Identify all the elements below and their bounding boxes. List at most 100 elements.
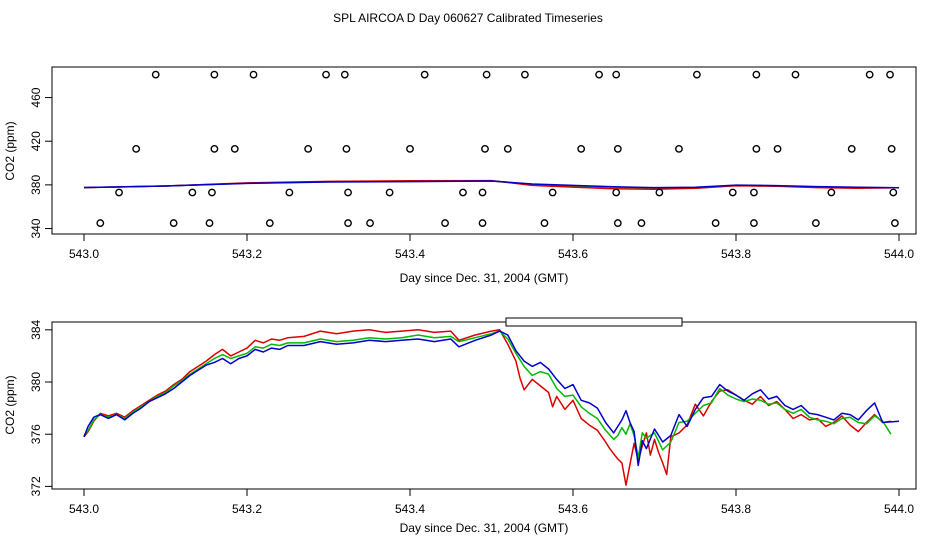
x-tick-label: 543.2 xyxy=(232,502,262,516)
calibration-point xyxy=(886,70,894,79)
calibration-point xyxy=(612,188,621,197)
bottom-x-axis-label: Day since Dec. 31, 2004 (GMT) xyxy=(400,521,569,535)
series-line xyxy=(83,180,900,189)
calibration-point xyxy=(811,219,820,227)
calibration-point xyxy=(613,219,622,227)
calibration-point xyxy=(169,219,178,227)
x-tick-label: 543.2 xyxy=(232,247,262,261)
bottom-series-group xyxy=(83,329,900,486)
calibration-point xyxy=(750,219,758,227)
bottom-y-axis-label: CO2 (ppm) xyxy=(3,375,17,434)
bottom-plot-frame xyxy=(51,321,917,490)
calibration-point xyxy=(115,188,123,197)
calibration-point xyxy=(459,188,467,197)
top-plot-frame xyxy=(51,66,917,235)
y-tick-label: 420 xyxy=(29,131,43,151)
y-tick-label: 376 xyxy=(29,424,43,444)
calibration-point xyxy=(344,219,352,227)
bottom-x-axis: 543.0 543.2 543.4 543.6 543.8 544.0 xyxy=(69,489,914,516)
calibration-point xyxy=(188,188,197,197)
calibration-point xyxy=(406,144,414,153)
calibration-point xyxy=(613,144,622,153)
calibration-point xyxy=(205,219,214,227)
calibration-point xyxy=(285,188,294,197)
x-tick-label: 543.8 xyxy=(721,502,751,516)
calibration-point xyxy=(891,219,899,227)
calibration-point xyxy=(711,219,720,227)
calibration-point xyxy=(612,70,621,79)
calibration-point xyxy=(655,188,664,197)
series-line xyxy=(83,330,900,467)
calibration-point xyxy=(481,144,489,153)
y-tick-label: 380 xyxy=(29,175,43,195)
x-tick-label: 544.0 xyxy=(884,247,914,261)
calibration-point xyxy=(503,144,512,153)
calibration-point xyxy=(249,70,258,79)
calibration-point xyxy=(887,144,896,153)
calibration-point xyxy=(675,144,683,153)
calibration-point xyxy=(595,70,603,79)
calibration-point xyxy=(482,70,491,79)
calibration-point xyxy=(478,188,487,197)
calibration-point xyxy=(441,219,449,227)
calibration-point xyxy=(344,188,352,197)
calibration-point xyxy=(540,219,549,227)
y-tick-label: 460 xyxy=(29,87,43,107)
calibration-point xyxy=(342,144,351,153)
calibration-point xyxy=(132,144,141,153)
series-line xyxy=(83,329,892,486)
x-tick-label: 543.6 xyxy=(558,247,588,261)
top-x-axis-label: Day since Dec. 31, 2004 (GMT) xyxy=(400,271,569,285)
y-tick-label: 384 xyxy=(29,319,43,339)
calibration-point xyxy=(151,70,160,79)
calibration-point xyxy=(637,219,646,227)
calibration-point xyxy=(340,70,349,79)
top-y-axis-label: CO2 (ppm) xyxy=(3,121,17,180)
top-calibration-points xyxy=(96,70,899,227)
x-tick-label: 543.4 xyxy=(395,502,425,516)
calibration-point xyxy=(96,219,105,227)
calibration-point xyxy=(366,219,374,227)
bottom-y-axis: 372 376 380 384 xyxy=(29,319,52,496)
y-tick-label: 380 xyxy=(29,372,43,392)
calibration-point xyxy=(385,188,394,197)
calibration-point xyxy=(577,144,586,153)
calibration-point xyxy=(420,70,429,79)
x-tick-label: 543.6 xyxy=(558,502,588,516)
chart-title: SPL AIRCOA D Day 060627 Calibrated Times… xyxy=(333,11,603,25)
top-series-group xyxy=(83,179,900,190)
legend-box xyxy=(505,317,683,327)
calibration-point xyxy=(478,219,487,227)
y-tick-label: 372 xyxy=(29,476,43,496)
calibration-point xyxy=(304,144,313,153)
calibration-point xyxy=(865,70,874,79)
calibration-point xyxy=(322,70,330,79)
x-tick-label: 543.4 xyxy=(395,247,425,261)
x-tick-label: 543.0 xyxy=(69,502,99,516)
x-tick-label: 543.0 xyxy=(69,247,99,261)
top-x-axis: 543.0 543.2 543.4 543.6 543.8 544.0 xyxy=(69,234,914,261)
calibration-point xyxy=(752,144,761,153)
calibration-point xyxy=(692,70,701,79)
calibration-point xyxy=(208,188,216,197)
series-line xyxy=(83,330,892,459)
top-y-axis: 340 380 420 460 xyxy=(29,87,52,239)
x-tick-label: 543.8 xyxy=(721,247,751,261)
calibration-point xyxy=(548,188,557,197)
calibration-point xyxy=(752,70,761,79)
calibration-point xyxy=(728,188,737,197)
calibration-point xyxy=(210,70,219,79)
calibration-point xyxy=(521,70,529,79)
calibration-point xyxy=(230,144,239,153)
calibration-point xyxy=(210,144,219,153)
calibration-point xyxy=(773,144,782,153)
calibration-point xyxy=(827,188,836,197)
calibration-point xyxy=(889,188,898,197)
calibration-point xyxy=(791,70,800,79)
calibration-point xyxy=(750,188,758,197)
calibration-point xyxy=(265,219,274,227)
calibration-point xyxy=(847,144,856,153)
